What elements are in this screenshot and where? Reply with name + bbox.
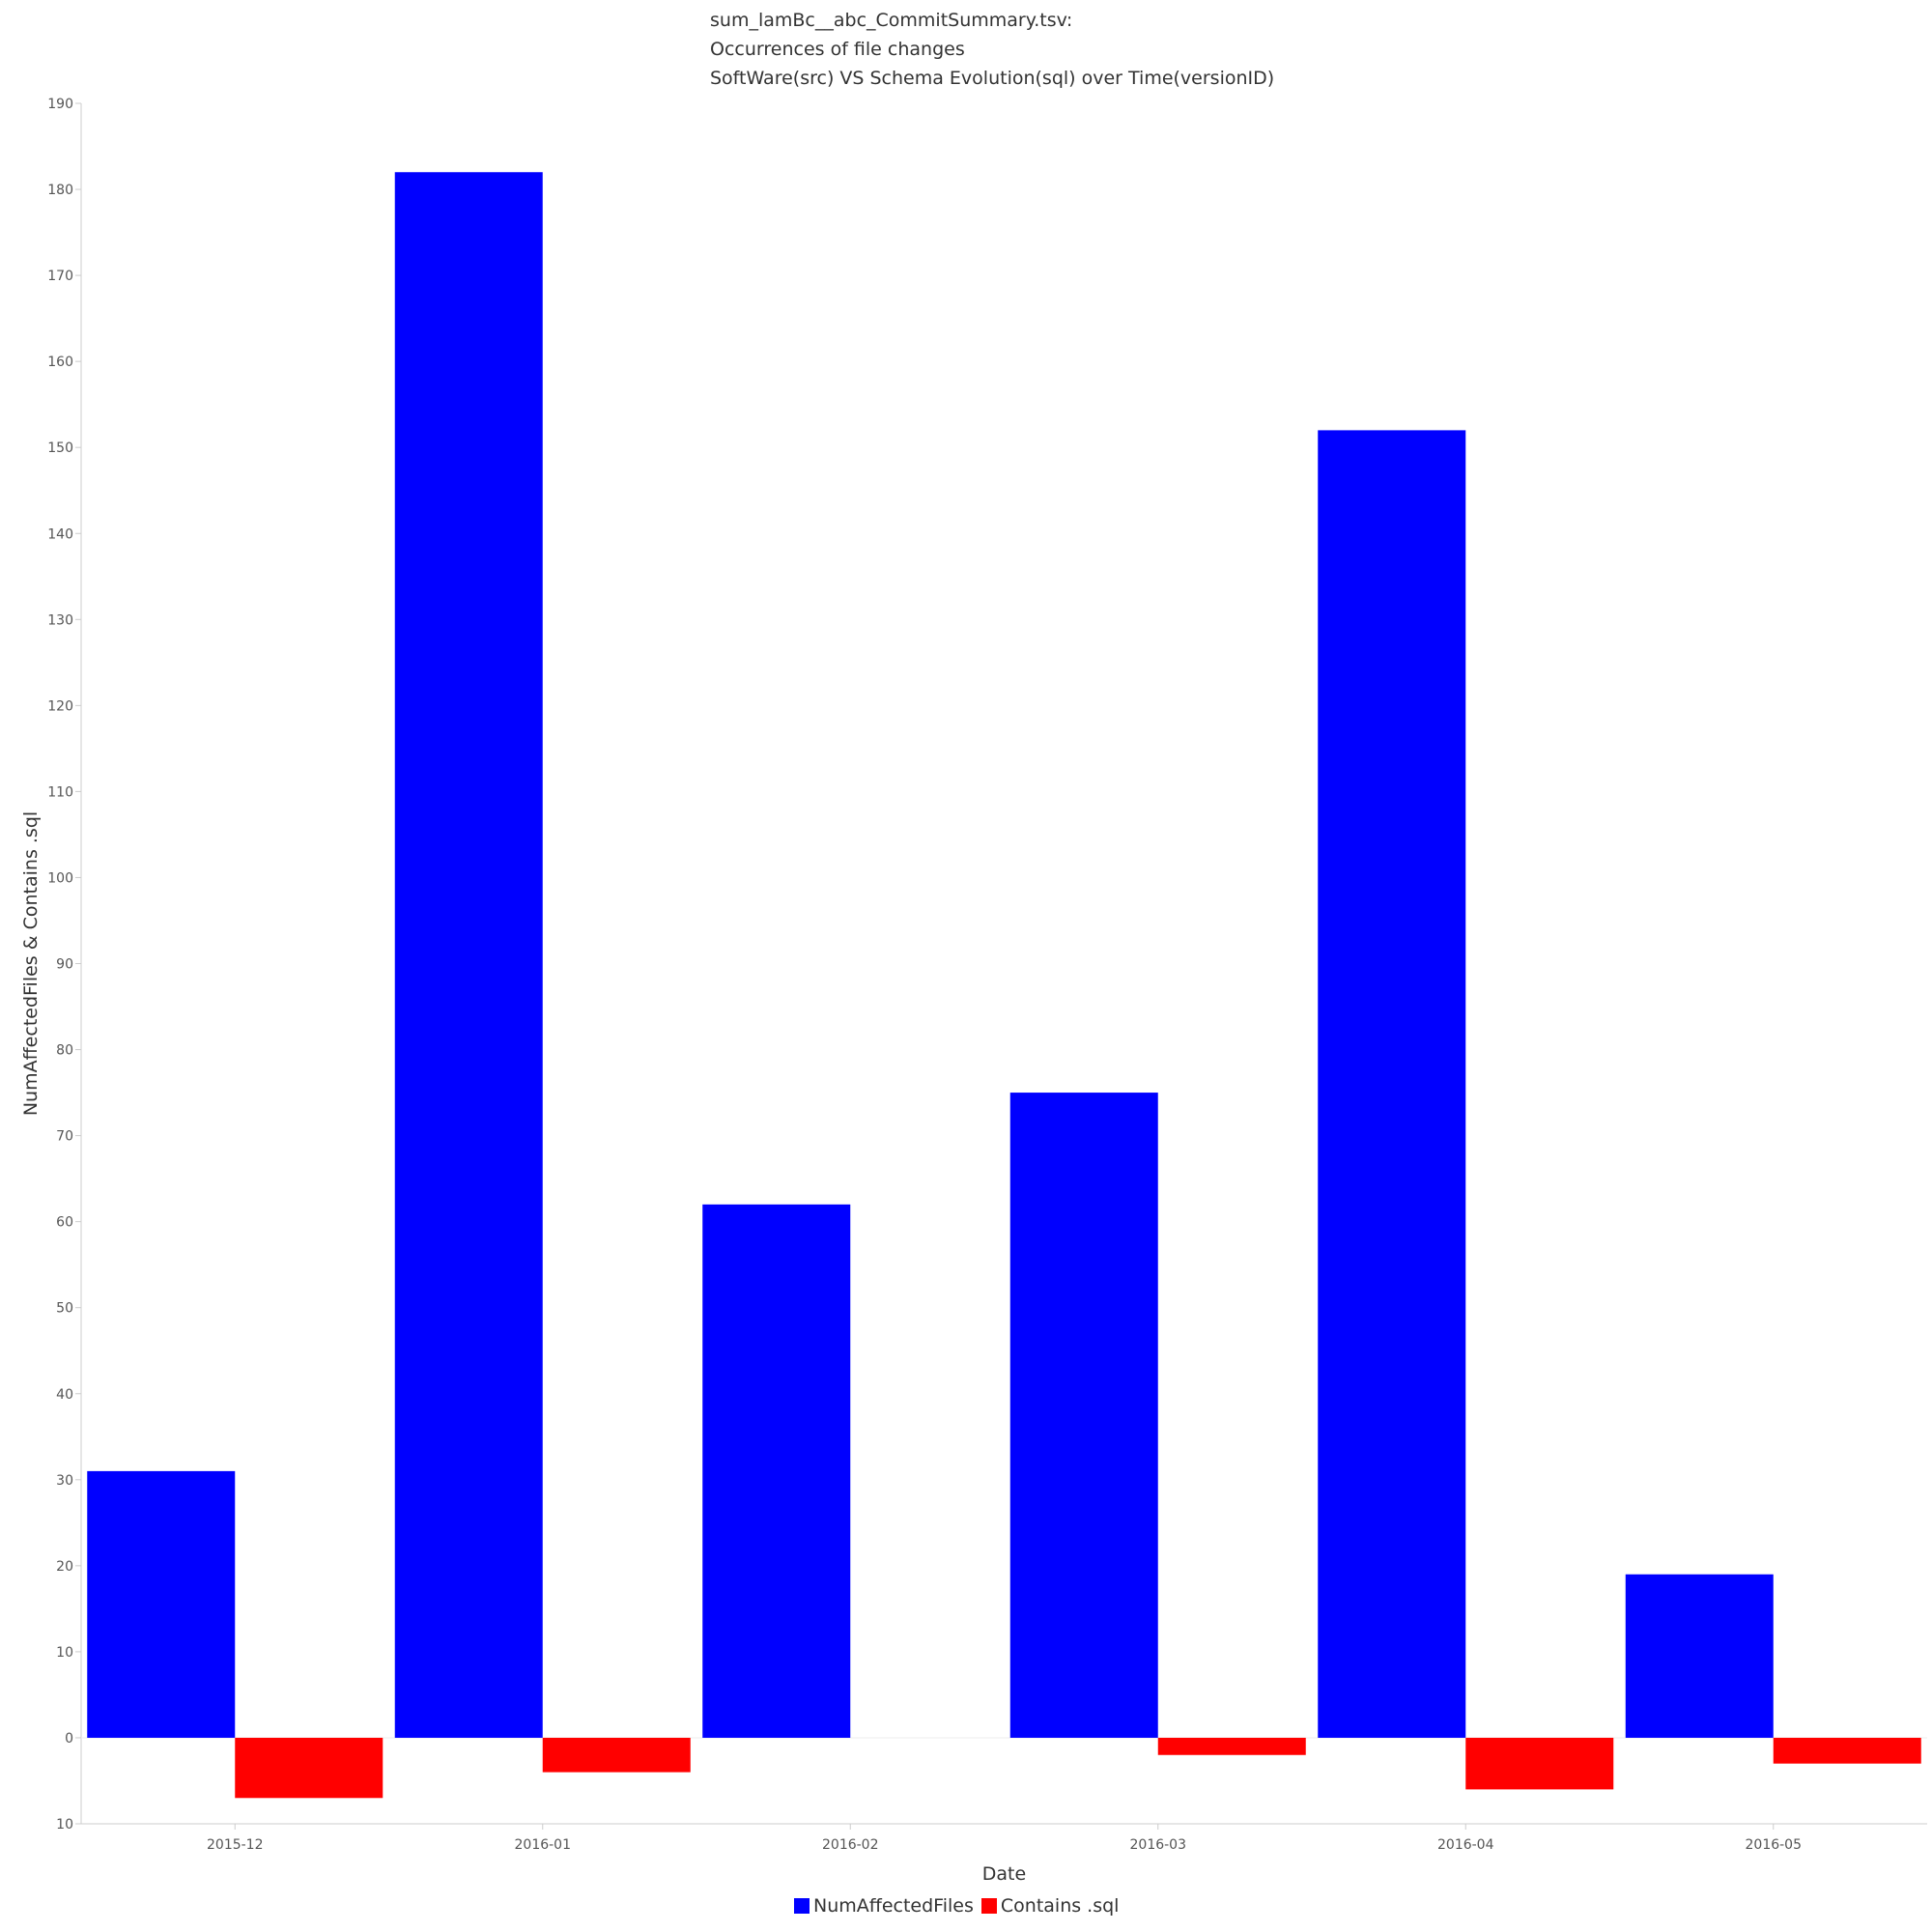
- x-tick-label: 2016-02: [822, 1837, 879, 1853]
- y-tick-label: 20: [56, 1559, 73, 1575]
- y-tick-label: 80: [56, 1043, 73, 1059]
- chart-title-line-2: Occurrences of file changes: [710, 39, 965, 60]
- y-tick-label: 110: [47, 784, 73, 800]
- y-axis-title: NumAffectedFiles & Contains .sql: [20, 811, 42, 1116]
- x-tick-label: 2016-05: [1746, 1837, 1803, 1853]
- y-tick-label: 140: [47, 526, 73, 542]
- bar-contains-sql: [1773, 1737, 1921, 1764]
- y-tick-label: 50: [56, 1301, 73, 1317]
- bar-num-affected-files: [1625, 1574, 1774, 1738]
- bar-num-affected-files: [1009, 1093, 1158, 1738]
- bar-contains-sql: [235, 1737, 384, 1799]
- y-tick-label: 60: [56, 1215, 73, 1231]
- legend-item-num-affected-files[interactable]: NumAffectedFiles: [794, 1895, 974, 1917]
- y-tick-label: 70: [56, 1129, 73, 1145]
- bar-contains-sql: [1465, 1737, 1614, 1790]
- x-tick-label: 2016-01: [515, 1837, 572, 1853]
- y-tick-label: 0: [65, 1731, 73, 1747]
- y-tick-label: 160: [47, 355, 73, 370]
- y-tick-label: 130: [47, 612, 73, 628]
- y-tick-label: 150: [47, 440, 73, 456]
- legend-swatch-num-affected-files: [794, 1898, 810, 1914]
- bar-contains-sql: [1157, 1737, 1306, 1755]
- bar-num-affected-files: [87, 1470, 236, 1738]
- legend-swatch-contains-sql: [980, 1898, 997, 1914]
- x-tick-label: 2016-04: [1437, 1837, 1494, 1853]
- y-tick-label: 90: [56, 957, 73, 973]
- y-tick-label: 10: [56, 1645, 73, 1661]
- y-tick-label: 10: [56, 1817, 73, 1833]
- bar-num-affected-files: [1318, 430, 1466, 1738]
- chart-title-line-1: sum_lamBc__abc_CommitSummary.tsv:: [710, 10, 1073, 31]
- legend-label-num-affected-files: NumAffectedFiles: [813, 1895, 974, 1917]
- legend: NumAffectedFiles Contains .sql: [794, 1895, 1126, 1917]
- y-tick-label: 170: [47, 269, 73, 284]
- y-tick-label: 190: [47, 97, 73, 112]
- bar-num-affected-files: [394, 172, 543, 1738]
- y-tick-label: 40: [56, 1387, 73, 1403]
- legend-label-contains-sql: Contains .sql: [1000, 1895, 1120, 1917]
- x-tick-label: 2015-12: [207, 1837, 264, 1853]
- y-tick-label: 100: [47, 870, 73, 886]
- y-tick-label: 120: [47, 698, 73, 714]
- y-tick-label: 180: [47, 183, 73, 198]
- y-tick-label: 30: [56, 1473, 73, 1489]
- x-axis-title: Date: [982, 1863, 1026, 1885]
- bar-contains-sql: [542, 1737, 691, 1773]
- x-tick-label: 2016-03: [1130, 1837, 1187, 1853]
- chart-title: sum_lamBc__abc_CommitSummary.tsv: Occurr…: [710, 6, 1274, 93]
- chart-title-line-3: SoftWare(src) VS Schema Evolution(sql) o…: [710, 68, 1275, 89]
- bar-num-affected-files: [702, 1204, 851, 1738]
- legend-item-contains-sql[interactable]: Contains .sql: [980, 1895, 1120, 1917]
